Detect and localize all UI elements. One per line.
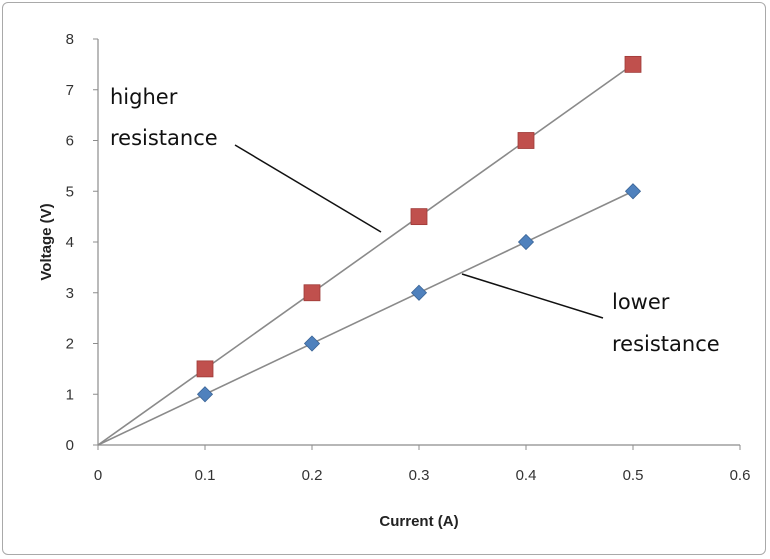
annotation-lower-line1: lower bbox=[612, 290, 670, 314]
annotation-lower-line2: resistance bbox=[612, 332, 720, 356]
data-point-diamond bbox=[196, 386, 214, 403]
axis-ticks: 0 0.1 0.2 0.3 0.4 0.5 0.6 0 1 2 3 4 5 6 7 8 bbox=[66, 31, 751, 484]
x-axis-title: Current (A) bbox=[379, 513, 458, 530]
data-point-square bbox=[517, 132, 535, 149]
y-tick-label: 3 bbox=[66, 285, 74, 302]
trendlines bbox=[97, 63, 634, 446]
data-point-square bbox=[624, 55, 642, 73]
data-point-diamond bbox=[303, 335, 321, 352]
data-point-square bbox=[196, 360, 214, 378]
x-tick-label: 0.2 bbox=[302, 467, 323, 484]
trendline-series-0 bbox=[97, 63, 634, 446]
y-tick-label: 5 bbox=[66, 183, 74, 200]
y-tick-label: 4 bbox=[66, 234, 74, 251]
y-axis-title: Voltage (V) bbox=[38, 203, 55, 280]
data-point-square bbox=[303, 284, 321, 302]
x-tick-label: 0.6 bbox=[730, 467, 751, 484]
data-markers bbox=[196, 55, 642, 403]
x-tick-label: 0.5 bbox=[623, 467, 644, 484]
y-tick-label: 6 bbox=[66, 133, 74, 150]
trendline-series-1 bbox=[97, 190, 634, 446]
x-tick-label: 0.1 bbox=[195, 467, 216, 484]
annotation-higher-line2: resistance bbox=[110, 126, 218, 150]
x-tick-label: 0 bbox=[94, 467, 102, 484]
y-tick-label: 0 bbox=[66, 437, 74, 454]
y-tick-label: 1 bbox=[66, 386, 74, 403]
y-tick-label: 2 bbox=[66, 336, 74, 353]
annotation-higher-line1: higher bbox=[110, 85, 178, 109]
x-tick-label: 0.4 bbox=[516, 467, 537, 484]
annotation-lower-pointer bbox=[461, 273, 604, 319]
annotation-higher-pointer bbox=[234, 144, 382, 233]
data-point-square bbox=[410, 208, 428, 226]
data-point-diamond bbox=[410, 284, 428, 301]
x-tick-label: 0.3 bbox=[409, 467, 430, 484]
data-point-diamond bbox=[624, 183, 642, 200]
data-point-diamond bbox=[517, 233, 535, 251]
y-tick-label: 8 bbox=[66, 31, 74, 48]
y-tick-label: 7 bbox=[66, 82, 74, 99]
